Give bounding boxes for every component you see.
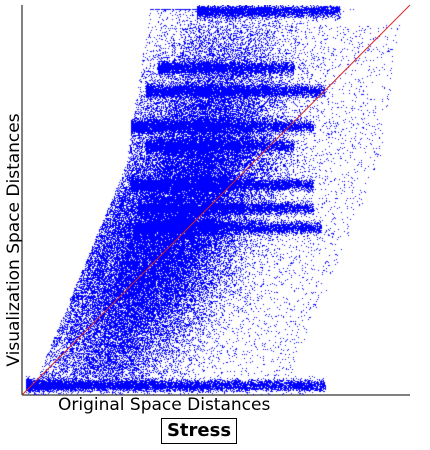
y-axis-label: Visualization Space Distances (4, 113, 24, 367)
identity-reference-line (21, 4, 411, 396)
x-axis-label: Original Space Distances (58, 395, 271, 415)
chart-title: Stress (161, 418, 237, 444)
